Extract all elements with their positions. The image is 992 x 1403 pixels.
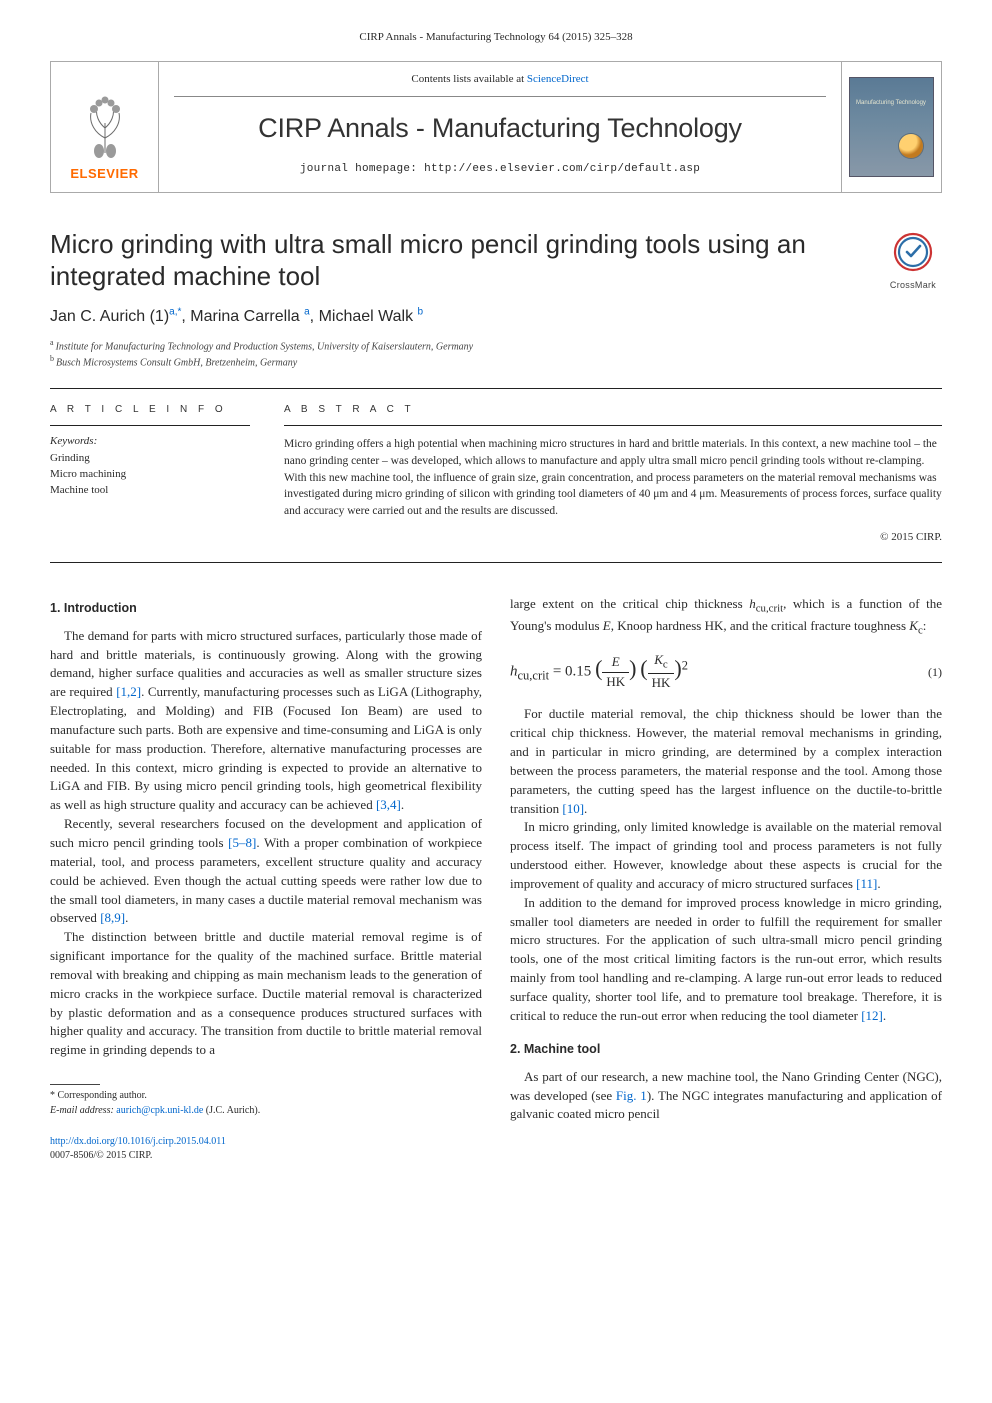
running-header: CIRP Annals - Manufacturing Technology 6…	[50, 30, 942, 46]
issn-copyright: 0007-8506/© 2015 CIRP.	[50, 1150, 152, 1161]
paragraph: As part of our research, a new machine t…	[510, 1068, 942, 1125]
paragraph: In addition to the demand for improved p…	[510, 894, 942, 1026]
email-line: E-mail address: aurich@cpk.uni-kl.de (J.…	[50, 1104, 482, 1118]
homepage-prefix: journal homepage:	[300, 163, 424, 175]
equation-1: hcu,crit = 0.15 (EHK) (KcHK)2 (1)	[510, 651, 942, 693]
paragraph: Recently, several researchers focused on…	[50, 815, 482, 928]
cover-globe-icon	[899, 134, 923, 158]
corresponding-author-note: * Corresponding author.	[50, 1089, 482, 1103]
crossmark-badge[interactable]: CrossMark	[884, 232, 942, 292]
affiliation-a: aInstitute for Manufacturing Technology …	[50, 338, 942, 354]
keyword: Machine tool	[50, 483, 250, 499]
citation-link[interactable]: [12]	[861, 1008, 883, 1023]
abstract-column: A B S T R A C T Micro grinding offers a …	[284, 403, 942, 546]
divider-rule	[50, 562, 942, 563]
masthead-center: Contents lists available at ScienceDirec…	[159, 62, 841, 192]
abstract-text: Micro grinding offers a high potential w…	[284, 436, 942, 519]
homepage-url-text: http://ees.elsevier.com/cirp/default.asp	[424, 163, 700, 175]
citation-link[interactable]: [8,9]	[100, 910, 125, 925]
author-list: Jan C. Aurich (1)a,*, Marina Carrella a,…	[50, 305, 942, 328]
paragraph: large extent on the critical chip thickn…	[510, 595, 942, 640]
cover-text: Manufacturing Technology	[856, 100, 926, 107]
contents-available-line: Contents lists available at ScienceDirec…	[174, 72, 826, 97]
info-abstract-row: A R T I C L E I N F O Keywords: Grinding…	[50, 389, 942, 562]
author-2: , Marina Carrella	[181, 308, 304, 325]
left-column: 1. Introduction The demand for parts wit…	[50, 595, 482, 1163]
author1-aff: a,	[169, 307, 177, 318]
citation-link[interactable]: [3,4]	[376, 797, 401, 812]
affiliations: aInstitute for Manufacturing Technology …	[50, 338, 942, 370]
equation-math: hcu,crit = 0.15 (EHK) (KcHK)2	[510, 651, 688, 693]
citation-link[interactable]: [11]	[856, 876, 877, 891]
doi-link[interactable]: http://dx.doi.org/10.1016/j.cirp.2015.04…	[50, 1136, 226, 1147]
equation-number: (1)	[928, 664, 942, 681]
doi-block: http://dx.doi.org/10.1016/j.cirp.2015.04…	[50, 1135, 482, 1162]
keyword: Grinding	[50, 451, 250, 467]
citation-link[interactable]: [10]	[562, 801, 584, 816]
abstract-copyright: © 2015 CIRP.	[284, 530, 942, 546]
figure-link[interactable]: Fig. 1	[616, 1088, 647, 1103]
paragraph: The distinction between brittle and duct…	[50, 928, 482, 1060]
info-divider	[50, 425, 250, 426]
crossmark-label: CrossMark	[884, 279, 942, 292]
contents-prefix: Contents lists available at	[411, 73, 526, 85]
journal-cover-image: Manufacturing Technology	[849, 77, 934, 177]
elsevier-tree-icon	[75, 91, 135, 161]
footnote-rule	[50, 1084, 100, 1085]
journal-homepage-line: journal homepage: http://ees.elsevier.co…	[174, 162, 826, 178]
keywords-list: Grinding Micro machining Machine tool	[50, 451, 250, 499]
keyword: Micro machining	[50, 467, 250, 483]
keywords-heading: Keywords:	[50, 434, 250, 450]
publisher-name: ELSEVIER	[70, 165, 138, 184]
crossmark-icon	[893, 232, 933, 272]
section-1-heading: 1. Introduction	[50, 599, 482, 617]
footnotes: * Corresponding author. E-mail address: …	[50, 1089, 482, 1117]
article-header: Micro grinding with ultra small micro pe…	[50, 228, 942, 370]
citation-link[interactable]: [1,2]	[116, 684, 141, 699]
paragraph: The demand for parts with micro structur…	[50, 627, 482, 815]
journal-title: CIRP Annals - Manufacturing Technology	[174, 109, 826, 148]
journal-cover-thumb: Manufacturing Technology	[841, 62, 941, 192]
author3-aff: b	[418, 307, 424, 318]
paragraph: In micro grinding, only limited knowledg…	[510, 818, 942, 893]
paragraph: For ductile material removal, the chip t…	[510, 705, 942, 818]
body-two-columns: 1. Introduction The demand for parts wit…	[50, 595, 942, 1163]
right-column: large extent on the critical chip thickn…	[510, 595, 942, 1163]
author-email-link[interactable]: aurich@cpk.uni-kl.de	[116, 1105, 203, 1116]
article-info-column: A R T I C L E I N F O Keywords: Grinding…	[50, 403, 250, 546]
publisher-logo-block: ELSEVIER	[51, 62, 159, 192]
article-info-label: A R T I C L E I N F O	[50, 403, 250, 418]
abstract-label: A B S T R A C T	[284, 403, 942, 418]
section-2-heading: 2. Machine tool	[510, 1040, 942, 1058]
author-3: , Michael Walk	[310, 308, 418, 325]
journal-masthead: ELSEVIER Contents lists available at Sci…	[50, 61, 942, 193]
affiliation-b: bBusch Microsystems Consult GmbH, Bretze…	[50, 354, 942, 370]
citation-link[interactable]: [5–8]	[228, 835, 256, 850]
article-title: Micro grinding with ultra small micro pe…	[50, 228, 830, 293]
sciencedirect-link[interactable]: ScienceDirect	[527, 73, 589, 85]
author-1: Jan C. Aurich (1)	[50, 308, 169, 325]
abstract-divider	[284, 425, 942, 426]
